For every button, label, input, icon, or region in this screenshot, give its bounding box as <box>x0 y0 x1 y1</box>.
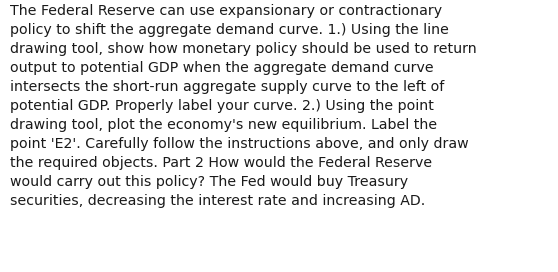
Text: The Federal Reserve can use expansionary or contractionary
policy to shift the a: The Federal Reserve can use expansionary… <box>10 4 477 208</box>
